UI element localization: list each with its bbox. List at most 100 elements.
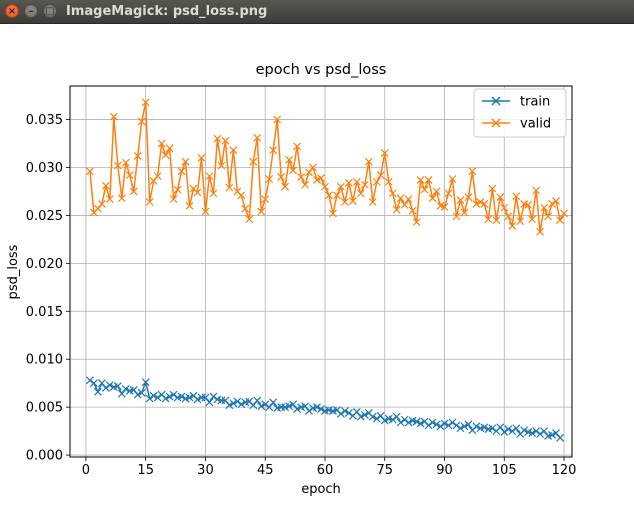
valid-point [321, 182, 329, 191]
train-point [133, 390, 142, 399]
valid-point [368, 198, 377, 206]
valid-point [125, 171, 134, 180]
legend-valid-label: valid [520, 117, 551, 132]
train-point [193, 395, 202, 404]
train-point [396, 418, 405, 427]
train-point [520, 426, 529, 435]
train-point [464, 420, 473, 429]
valid-point [412, 218, 421, 227]
valid-point [492, 216, 501, 225]
train-point [448, 418, 457, 427]
valid-point [221, 136, 230, 145]
valid-point [516, 217, 525, 226]
valid-point [536, 227, 545, 236]
valid-point [177, 167, 186, 176]
legend-train-marker [482, 96, 510, 106]
valid-point [185, 201, 194, 210]
train-point [229, 399, 238, 408]
x-tick-label: 105 [492, 463, 517, 478]
train-point [504, 425, 513, 434]
y-tick-label: 0.025 [26, 209, 63, 224]
train-point [293, 405, 302, 413]
valid-point [456, 196, 465, 205]
train-point [360, 410, 369, 419]
valid-point [460, 208, 469, 217]
valid-point [548, 199, 557, 208]
valid-point [528, 215, 537, 224]
valid-point [117, 194, 126, 203]
valid-point [261, 195, 270, 204]
train-point [313, 403, 321, 412]
y-tick-label: 0.035 [26, 113, 63, 128]
image-canvas[interactable]: 0 15 30 45 60 75 90 105 120 0.000 0.005 0.010 0.015 0… [0, 24, 634, 507]
valid-point [141, 98, 150, 107]
valid-point [277, 173, 286, 181]
train-point [185, 393, 194, 402]
maximize-window-button[interactable]: □ [43, 4, 57, 18]
valid-point [440, 202, 449, 211]
valid-point [197, 153, 206, 162]
train-point [257, 402, 266, 411]
valid-point [97, 199, 106, 208]
valid-point [249, 157, 258, 166]
y-tick-label: 0.010 [26, 353, 63, 368]
train-point [440, 419, 449, 428]
valid-point [301, 180, 309, 189]
x-axis-label: epoch [301, 482, 341, 497]
valid-point [101, 181, 110, 190]
valid-point [512, 192, 521, 201]
train-point [404, 418, 413, 427]
valid-point [273, 115, 282, 124]
train-point [336, 409, 345, 418]
valid-point [400, 200, 409, 209]
valid-point [269, 146, 278, 155]
valid-point [169, 195, 178, 204]
train-point [536, 430, 545, 438]
valid-point [480, 199, 489, 208]
valid-point [153, 172, 162, 181]
valid-point [372, 177, 381, 186]
train-point [225, 401, 234, 410]
train-point [205, 398, 214, 407]
valid-point [145, 198, 154, 206]
valid-point [325, 191, 333, 200]
grid-lines [70, 86, 572, 457]
valid-point [333, 191, 341, 200]
valid-point [560, 209, 568, 218]
train-point [137, 388, 146, 397]
valid-point [544, 212, 553, 221]
valid-point [488, 184, 497, 193]
train-point [532, 427, 541, 436]
valid-point [484, 215, 493, 224]
x-tick-label: 120 [552, 463, 577, 478]
valid-point [313, 176, 321, 184]
valid-point [113, 161, 122, 170]
train-point [368, 412, 377, 421]
valid-point [137, 117, 146, 126]
train-point [209, 392, 218, 401]
train-point [253, 396, 262, 405]
valid-point [396, 194, 405, 203]
train-point [380, 416, 389, 425]
minimize-window-button[interactable]: – [24, 4, 38, 18]
train-point [145, 394, 154, 403]
data-series [85, 98, 568, 442]
train-point [508, 427, 517, 436]
x-tick-label: 15 [137, 463, 154, 478]
valid-point [408, 206, 417, 215]
valid-point [237, 191, 246, 200]
valid-point [340, 198, 349, 206]
valid-point [380, 149, 389, 158]
series-train [85, 376, 564, 442]
valid-point [241, 204, 250, 213]
window-titlebar[interactable]: × – □ ImageMagick: psd_loss.png [0, 0, 634, 24]
valid-point [532, 186, 541, 195]
valid-point [476, 198, 485, 206]
valid-point [245, 215, 254, 224]
train-point [548, 431, 557, 439]
close-window-button[interactable]: × [5, 4, 19, 18]
legend: train valid [473, 88, 567, 138]
train-point [512, 424, 521, 433]
train-point [416, 419, 425, 428]
train-point [556, 433, 564, 442]
